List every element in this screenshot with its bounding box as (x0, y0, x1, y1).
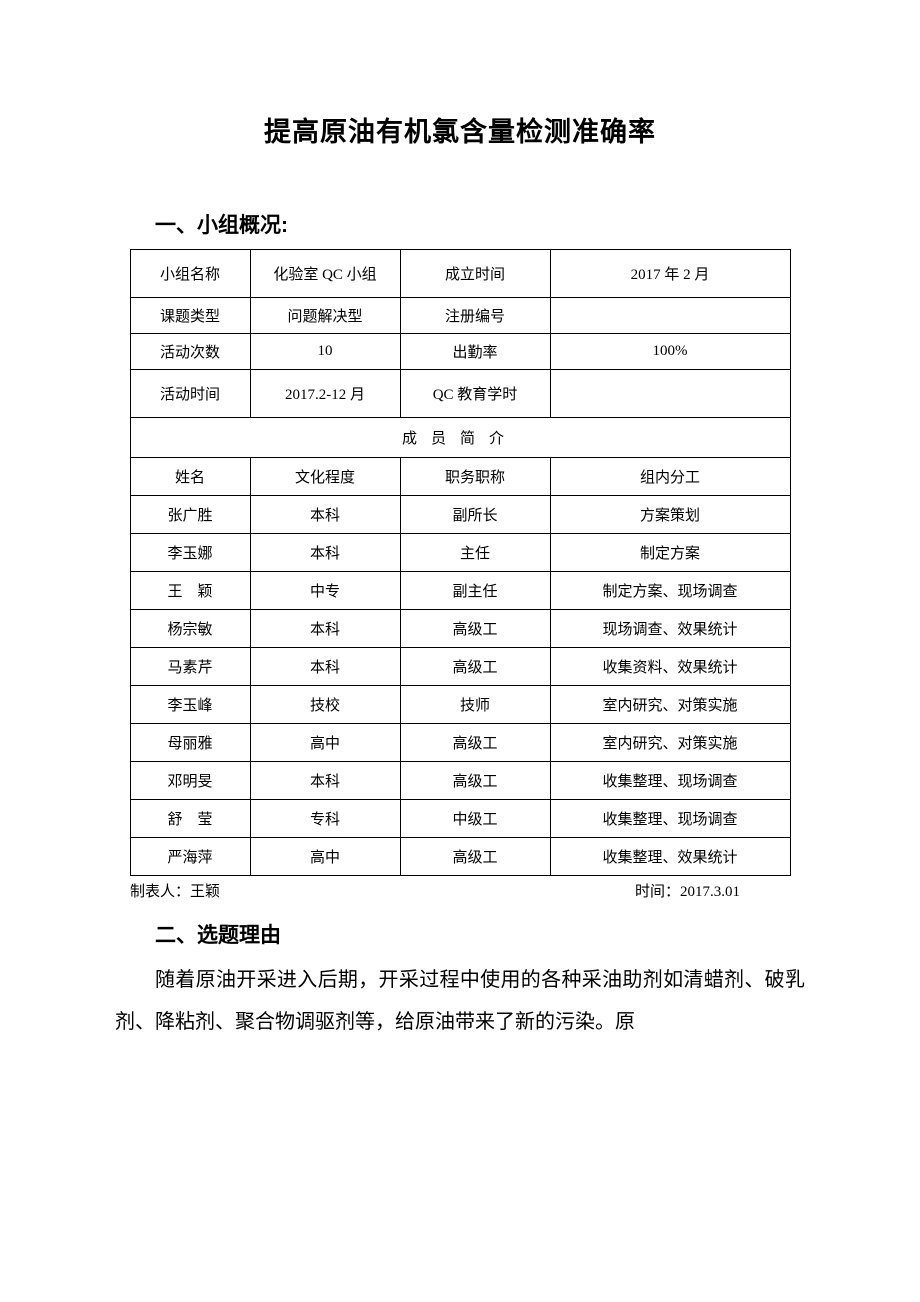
member-edu: 本科 (250, 762, 400, 800)
members-section-row: 成员简介 (130, 418, 790, 458)
table-footer: 制表人：王颖 时间：2017.3.01 (130, 880, 790, 901)
table-footer-left: 制表人：王颖 (130, 880, 220, 901)
member-title: 中级工 (400, 800, 550, 838)
member-row: 邓明旻 本科 高级工 收集整理、现场调查 (130, 762, 790, 800)
member-name: 舒 莹 (130, 800, 250, 838)
member-role: 方案策划 (550, 496, 790, 534)
member-row: 马素芹 本科 高级工 收集资料、效果统计 (130, 648, 790, 686)
member-role: 收集整理、现场调查 (550, 800, 790, 838)
section-1-heading: 一、小组概况: (155, 209, 805, 239)
col-title: 职务职称 (400, 458, 550, 496)
member-role: 制定方案 (550, 534, 790, 572)
group-info-table: 小组名称 化验室 QC 小组 成立时间 2017 年 2 月 课题类型 问题解决… (130, 249, 791, 876)
member-role: 室内研究、对策实施 (550, 686, 790, 724)
member-row: 舒 莹 专科 中级工 收集整理、现场调查 (130, 800, 790, 838)
member-title: 高级工 (400, 610, 550, 648)
member-role: 收集整理、现场调查 (550, 762, 790, 800)
meta-label: 活动次数 (130, 334, 250, 370)
meta-label2: 成立时间 (400, 250, 550, 298)
member-title: 高级工 (400, 648, 550, 686)
member-row: 母丽雅 高中 高级工 室内研究、对策实施 (130, 724, 790, 762)
member-row: 严海萍 高中 高级工 收集整理、效果统计 (130, 838, 790, 876)
meta-value: 问题解决型 (250, 298, 400, 334)
meta-value2 (550, 370, 790, 418)
col-name: 姓名 (130, 458, 250, 496)
meta-label: 课题类型 (130, 298, 250, 334)
member-title: 高级工 (400, 762, 550, 800)
meta-value: 化验室 QC 小组 (250, 250, 400, 298)
member-role: 收集整理、效果统计 (550, 838, 790, 876)
member-row: 王 颖 中专 副主任 制定方案、现场调查 (130, 572, 790, 610)
member-role: 室内研究、对策实施 (550, 724, 790, 762)
meta-row: 活动时间 2017.2-12 月 QC 教育学时 (130, 370, 790, 418)
member-title: 高级工 (400, 838, 550, 876)
member-edu: 中专 (250, 572, 400, 610)
meta-label: 活动时间 (130, 370, 250, 418)
member-header-row: 姓名 文化程度 职务职称 组内分工 (130, 458, 790, 496)
meta-label2: 出勤率 (400, 334, 550, 370)
col-role: 组内分工 (550, 458, 790, 496)
table-footer-right: 时间：2017.3.01 (635, 880, 740, 901)
member-row: 李玉峰 技校 技师 室内研究、对策实施 (130, 686, 790, 724)
section-2-heading: 二、选题理由 (155, 919, 805, 949)
member-edu: 高中 (250, 838, 400, 876)
member-name: 张广胜 (130, 496, 250, 534)
meta-value: 10 (250, 334, 400, 370)
col-edu: 文化程度 (250, 458, 400, 496)
member-edu: 本科 (250, 648, 400, 686)
member-title: 副主任 (400, 572, 550, 610)
member-edu: 高中 (250, 724, 400, 762)
page: 提高原油有机氯含量检测准确率 一、小组概况: 小组名称 化验室 QC 小组 成立… (0, 0, 920, 1302)
members-section-title: 成员简介 (130, 418, 790, 458)
member-name: 严海萍 (130, 838, 250, 876)
member-edu: 技校 (250, 686, 400, 724)
member-name: 李玉峰 (130, 686, 250, 724)
section-2-paragraph: 随着原油开采进入后期，开采过程中使用的各种采油助剂如清蜡剂、破乳剂、降粘剂、聚合… (115, 959, 805, 1043)
member-name: 母丽雅 (130, 724, 250, 762)
member-edu: 本科 (250, 610, 400, 648)
member-name: 马素芹 (130, 648, 250, 686)
meta-label: 小组名称 (130, 250, 250, 298)
member-name: 王 颖 (130, 572, 250, 610)
member-edu: 专科 (250, 800, 400, 838)
member-title: 主任 (400, 534, 550, 572)
meta-value: 2017.2-12 月 (250, 370, 400, 418)
member-title: 高级工 (400, 724, 550, 762)
member-role: 收集资料、效果统计 (550, 648, 790, 686)
meta-row: 小组名称 化验室 QC 小组 成立时间 2017 年 2 月 (130, 250, 790, 298)
member-name: 李玉娜 (130, 534, 250, 572)
meta-row: 课题类型 问题解决型 注册编号 (130, 298, 790, 334)
member-row: 李玉娜 本科 主任 制定方案 (130, 534, 790, 572)
meta-row: 活动次数 10 出勤率 100% (130, 334, 790, 370)
meta-label2: QC 教育学时 (400, 370, 550, 418)
member-role: 现场调查、效果统计 (550, 610, 790, 648)
member-name: 杨宗敏 (130, 610, 250, 648)
member-edu: 本科 (250, 496, 400, 534)
meta-value2 (550, 298, 790, 334)
member-edu: 本科 (250, 534, 400, 572)
member-name: 邓明旻 (130, 762, 250, 800)
meta-value2: 2017 年 2 月 (550, 250, 790, 298)
member-row: 张广胜 本科 副所长 方案策划 (130, 496, 790, 534)
member-role: 制定方案、现场调查 (550, 572, 790, 610)
member-row: 杨宗敏 本科 高级工 现场调查、效果统计 (130, 610, 790, 648)
document-title: 提高原油有机氯含量检测准确率 (115, 110, 805, 149)
meta-label2: 注册编号 (400, 298, 550, 334)
member-title: 副所长 (400, 496, 550, 534)
member-title: 技师 (400, 686, 550, 724)
meta-value2: 100% (550, 334, 790, 370)
